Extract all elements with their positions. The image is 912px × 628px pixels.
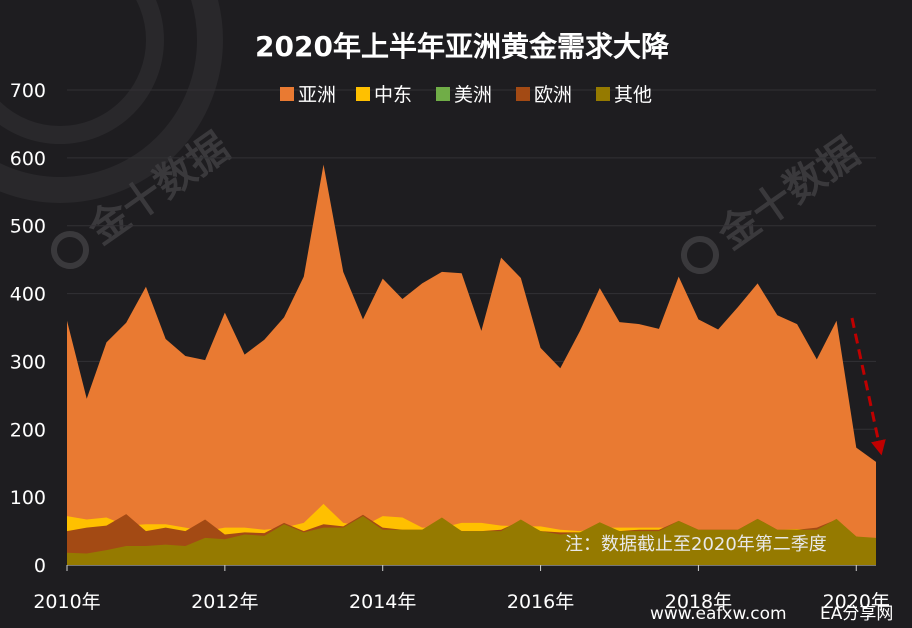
y-tick-label: 600	[10, 148, 46, 170]
y-tick-label: 200	[10, 419, 46, 441]
y-tick-label: 300	[10, 351, 46, 373]
legend-item[interactable]: 欧洲	[516, 84, 572, 106]
x-tick-label: 2014年	[349, 591, 416, 613]
legend-item[interactable]: 美洲	[436, 84, 492, 106]
legend-label: 亚洲	[298, 84, 336, 106]
y-tick-label: 700	[10, 80, 46, 102]
legend-swatch	[356, 87, 370, 101]
legend-label: 其他	[614, 84, 652, 106]
legend-label: 中东	[374, 84, 412, 106]
x-axis: 2010年 2012年 2014年 2016年 2018年 2020年	[33, 565, 890, 613]
legend-swatch	[516, 87, 530, 101]
decline-arrow	[850, 317, 886, 456]
watermark-logo-icon	[681, 236, 719, 274]
series-areas	[67, 164, 876, 565]
x-tick-label: 2020年	[823, 591, 890, 613]
legend-label: 欧洲	[534, 84, 572, 106]
series-area-0	[67, 164, 876, 565]
legend-swatch	[596, 87, 610, 101]
background-decoration	[0, 0, 223, 203]
legend-item[interactable]: 其他	[596, 84, 652, 106]
footer-brand: EA分享网	[820, 604, 893, 624]
legend-item[interactable]: 亚洲	[280, 84, 336, 106]
x-tick-label: 2010年	[33, 591, 100, 613]
x-tick-label: 2016年	[507, 591, 574, 613]
legend-label: 美洲	[454, 84, 492, 106]
chart-title: 2020年上半年亚洲黄金需求大降	[255, 30, 670, 63]
y-axis: 0 100 200 300 400 500 600 700	[10, 80, 46, 577]
y-tick-label: 0	[34, 555, 46, 577]
x-tick-label: 2012年	[191, 591, 258, 613]
legend-swatch	[280, 87, 294, 101]
legend: 亚洲 中东 美洲 欧洲 其他	[280, 84, 652, 106]
legend-swatch	[436, 87, 450, 101]
y-tick-label: 500	[10, 216, 46, 238]
series-area-4	[67, 516, 876, 565]
y-tick-label: 100	[10, 487, 46, 509]
watermark-logo-icon	[51, 231, 89, 269]
footer-site: www.eafxw.com	[650, 604, 787, 624]
y-tick-label: 400	[10, 284, 46, 306]
footer: www.eafxw.com EA分享网	[650, 604, 893, 624]
x-tick-label: 2018年	[665, 591, 732, 613]
chart-note: 注：数据截止至2020年第二季度	[565, 534, 827, 555]
legend-item[interactable]: 中东	[356, 84, 412, 106]
